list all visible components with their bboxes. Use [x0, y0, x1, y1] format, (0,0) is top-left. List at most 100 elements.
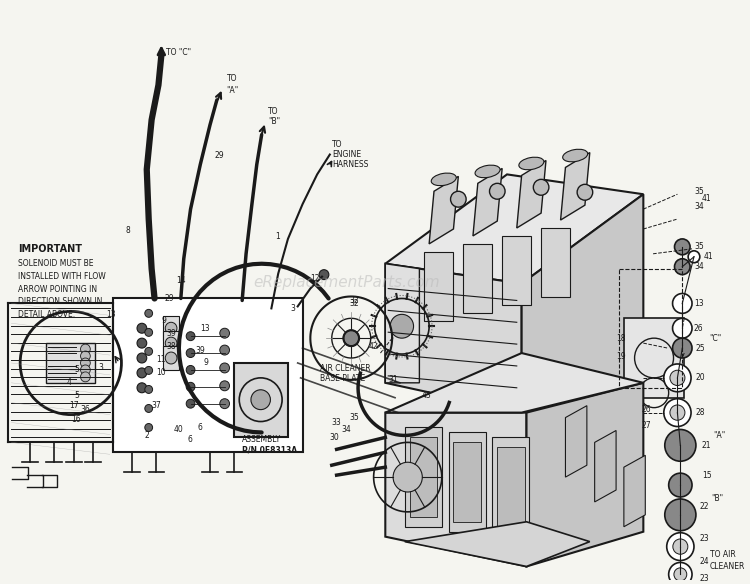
Circle shape	[80, 358, 90, 368]
Text: 34: 34	[341, 425, 351, 434]
Text: TO: TO	[332, 140, 342, 149]
Polygon shape	[386, 353, 644, 413]
Text: 2: 2	[145, 431, 149, 440]
Text: 41: 41	[702, 194, 712, 203]
Text: 32: 32	[350, 296, 359, 305]
Text: 3: 3	[98, 363, 103, 373]
Circle shape	[344, 330, 359, 346]
Text: 20: 20	[696, 373, 706, 383]
Text: 19: 19	[616, 352, 626, 360]
Text: 29: 29	[215, 151, 224, 160]
Text: 35: 35	[694, 242, 703, 251]
Polygon shape	[595, 430, 616, 502]
Circle shape	[390, 314, 413, 338]
Circle shape	[673, 294, 692, 314]
Text: 25: 25	[696, 343, 706, 353]
Text: 36: 36	[80, 405, 90, 414]
Text: 13: 13	[106, 310, 116, 319]
Circle shape	[137, 338, 147, 348]
Text: 1: 1	[275, 232, 280, 241]
Text: 23: 23	[700, 574, 709, 583]
Circle shape	[186, 349, 195, 357]
Polygon shape	[522, 194, 644, 413]
Ellipse shape	[562, 150, 588, 162]
Text: 24: 24	[700, 557, 709, 566]
Text: 8: 8	[125, 227, 130, 235]
Bar	[541, 228, 570, 297]
Polygon shape	[386, 413, 526, 566]
Circle shape	[667, 533, 694, 561]
Bar	[448, 433, 485, 531]
Text: 5: 5	[75, 391, 80, 400]
Text: 13: 13	[200, 324, 210, 333]
Bar	[424, 252, 454, 321]
Circle shape	[251, 390, 271, 409]
Circle shape	[578, 185, 592, 200]
Text: "B": "B"	[712, 495, 724, 503]
Text: 33: 33	[332, 418, 341, 427]
Polygon shape	[526, 383, 644, 566]
Polygon shape	[560, 152, 590, 220]
Circle shape	[673, 539, 688, 554]
Text: 27: 27	[641, 421, 651, 430]
Bar	[624, 318, 684, 398]
Polygon shape	[473, 168, 502, 236]
Text: 42: 42	[369, 342, 379, 350]
Circle shape	[670, 370, 685, 385]
Circle shape	[165, 337, 177, 349]
Text: TO: TO	[268, 107, 279, 116]
Text: ASSEMBLY: ASSEMBLY	[242, 436, 281, 444]
Circle shape	[165, 322, 177, 334]
Circle shape	[145, 366, 152, 374]
Text: AIR CLEANER: AIR CLEANER	[320, 364, 370, 373]
Circle shape	[319, 270, 328, 280]
Ellipse shape	[519, 157, 544, 170]
Circle shape	[80, 351, 90, 361]
Circle shape	[674, 239, 690, 255]
Text: DIRECTION SHOWN IN: DIRECTION SHOWN IN	[18, 297, 103, 307]
Circle shape	[664, 429, 696, 461]
Text: 39: 39	[196, 346, 206, 354]
Text: 32: 32	[350, 299, 359, 308]
Circle shape	[490, 183, 505, 199]
Text: eReplacementParts.com: eReplacementParts.com	[253, 275, 440, 290]
Circle shape	[673, 318, 692, 338]
Circle shape	[165, 352, 177, 364]
Text: SOLENOID MUST BE: SOLENOID MUST BE	[18, 259, 94, 267]
Text: 37: 37	[152, 401, 161, 410]
Circle shape	[688, 251, 700, 263]
Circle shape	[137, 368, 147, 378]
Bar	[164, 317, 179, 340]
Text: 11: 11	[157, 356, 166, 364]
Circle shape	[186, 383, 195, 391]
Text: 6: 6	[197, 423, 202, 432]
Ellipse shape	[431, 173, 456, 186]
Bar	[112, 298, 302, 452]
Polygon shape	[386, 264, 522, 413]
Text: 12: 12	[310, 274, 320, 283]
Text: 10: 10	[157, 369, 166, 377]
Bar	[405, 427, 442, 527]
Circle shape	[145, 347, 152, 356]
Polygon shape	[566, 406, 586, 477]
Bar	[464, 244, 493, 314]
Text: 9: 9	[161, 316, 166, 325]
Circle shape	[220, 381, 230, 391]
Circle shape	[145, 405, 152, 412]
Polygon shape	[386, 264, 419, 383]
Bar	[164, 346, 179, 370]
Text: 35: 35	[350, 413, 359, 422]
Bar	[235, 363, 288, 437]
Circle shape	[533, 179, 549, 195]
Bar	[503, 236, 531, 305]
Text: 5: 5	[75, 366, 80, 374]
Circle shape	[186, 399, 195, 408]
Polygon shape	[624, 456, 645, 527]
Polygon shape	[517, 161, 546, 228]
Text: 17: 17	[69, 401, 79, 410]
Circle shape	[664, 364, 691, 392]
Text: P/N 0F8313A: P/N 0F8313A	[242, 446, 297, 454]
Text: 16: 16	[70, 415, 80, 424]
Circle shape	[220, 399, 230, 409]
Text: CLEANER: CLEANER	[710, 562, 745, 571]
